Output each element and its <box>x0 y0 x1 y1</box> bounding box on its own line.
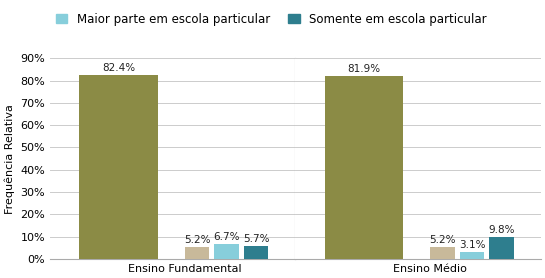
Bar <box>431 247 455 259</box>
Bar <box>79 75 158 259</box>
Text: 3.1%: 3.1% <box>459 240 486 250</box>
Text: 82.4%: 82.4% <box>102 63 135 73</box>
Text: 6.7%: 6.7% <box>213 232 240 242</box>
Bar <box>489 237 514 259</box>
Bar <box>325 76 403 259</box>
Bar <box>185 247 209 259</box>
Bar <box>214 244 239 259</box>
Text: 5.7%: 5.7% <box>243 234 269 244</box>
Bar <box>244 246 268 259</box>
Legend: Maior parte em escola particular, Somente em escola particular: Maior parte em escola particular, Soment… <box>51 8 492 30</box>
Bar <box>460 252 485 259</box>
Y-axis label: Frequência Relativa: Frequência Relativa <box>4 104 15 214</box>
Text: 5.2%: 5.2% <box>184 235 210 245</box>
Text: 9.8%: 9.8% <box>488 225 515 235</box>
Text: 5.2%: 5.2% <box>429 235 456 245</box>
Text: 81.9%: 81.9% <box>348 64 380 74</box>
